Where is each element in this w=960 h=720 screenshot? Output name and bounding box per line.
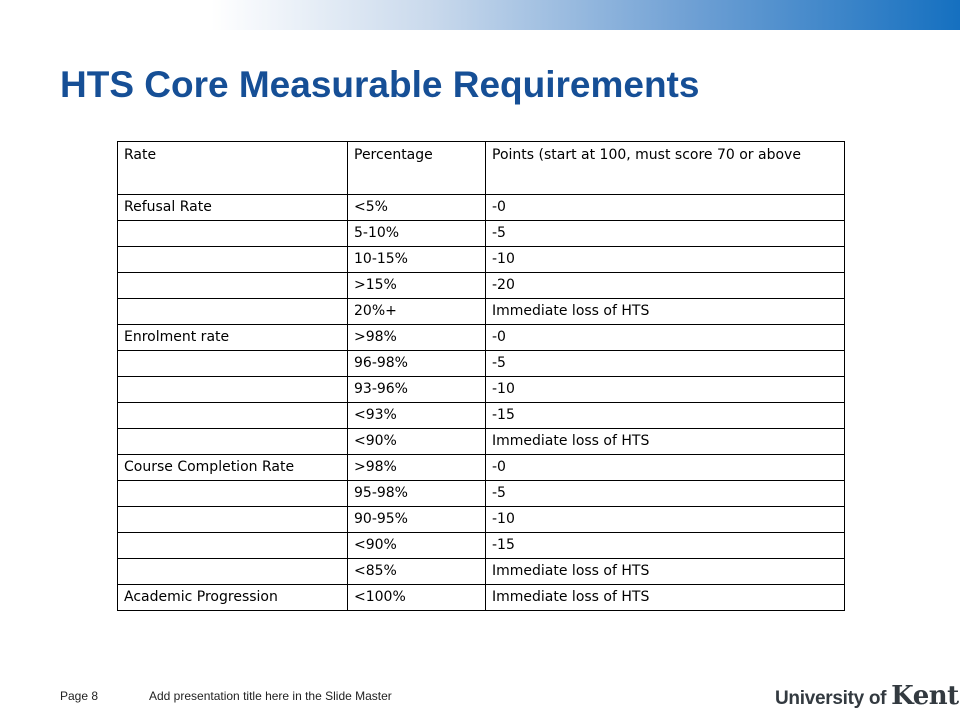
percentage-cell: <100% [347, 584, 486, 611]
points-cell: -20 [485, 272, 845, 299]
percentage-cell: <85% [347, 558, 486, 585]
points-cell: -5 [485, 350, 845, 377]
table-row: 5-10% -5 [117, 220, 845, 247]
percentage-cell: 5-10% [347, 220, 486, 247]
rate-cell [117, 272, 348, 299]
table-row: Enrolment rate >98% -0 [117, 324, 845, 351]
points-cell: Immediate loss of HTS [485, 584, 845, 611]
table-row: <90% -15 [117, 532, 845, 559]
percentage-cell: 10-15% [347, 246, 486, 273]
table-row: 10-15% -10 [117, 246, 845, 273]
table-row: Course Completion Rate >98% -0 [117, 454, 845, 481]
table-row: 90-95% -10 [117, 506, 845, 533]
university-of-kent-logo: University of Kent [775, 681, 959, 711]
rate-cell [117, 558, 348, 585]
presentation-title-footer: Add presentation title here in the Slide… [149, 689, 392, 703]
percentage-cell: 93-96% [347, 376, 486, 403]
logo-prefix: University of [775, 688, 892, 709]
points-cell: -15 [485, 402, 845, 429]
points-cell: -10 [485, 376, 845, 403]
rate-cell [117, 298, 348, 325]
rate-cell [117, 220, 348, 247]
table-row: <85% Immediate loss of HTS [117, 558, 845, 585]
logo-name: Kent [891, 681, 959, 711]
rate-cell [117, 402, 348, 429]
points-cell: -5 [485, 480, 845, 507]
table-row: 20%+ Immediate loss of HTS [117, 298, 845, 325]
rate-cell [117, 506, 348, 533]
rate-cell [117, 376, 348, 403]
header-gradient-bar [0, 0, 960, 30]
percentage-cell: 96-98% [347, 350, 486, 377]
percentage-cell: 95-98% [347, 480, 486, 507]
percentage-cell: <90% [347, 428, 486, 455]
percentage-cell: <90% [347, 532, 486, 559]
points-cell: Immediate loss of HTS [485, 298, 845, 325]
table-row: 96-98% -5 [117, 350, 845, 377]
header-rate: Rate [117, 141, 348, 195]
rate-cell: Enrolment rate [117, 324, 348, 351]
table-row: 95-98% -5 [117, 480, 845, 507]
points-cell: Immediate loss of HTS [485, 558, 845, 585]
header-percentage: Percentage [347, 141, 486, 195]
rate-cell [117, 350, 348, 377]
points-cell: -0 [485, 324, 845, 351]
requirements-table: Rate Percentage Points (start at 100, mu… [117, 141, 845, 611]
points-cell: -0 [485, 454, 845, 481]
percentage-cell: >15% [347, 272, 486, 299]
rate-cell: Academic Progression [117, 584, 348, 611]
table-row: Refusal Rate <5% -0 [117, 194, 845, 221]
header-points: Points (start at 100, must score 70 or a… [485, 141, 845, 195]
percentage-cell: 90-95% [347, 506, 486, 533]
requirements-table-body: Rate Percentage Points (start at 100, mu… [117, 141, 845, 611]
page-number: Page 8 [60, 689, 99, 703]
rate-cell: Refusal Rate [117, 194, 348, 221]
rate-cell [117, 480, 348, 507]
points-cell: -5 [485, 220, 845, 247]
table-row: <90% Immediate loss of HTS [117, 428, 845, 455]
points-cell: -10 [485, 246, 845, 273]
percentage-cell: >98% [347, 324, 486, 351]
rate-cell [117, 532, 348, 559]
percentage-cell: <93% [347, 402, 486, 429]
rate-cell: Course Completion Rate [117, 454, 348, 481]
points-cell: -10 [485, 506, 845, 533]
table-row: >15% -20 [117, 272, 845, 299]
points-cell: -15 [485, 532, 845, 559]
points-cell: Immediate loss of HTS [485, 428, 845, 455]
percentage-cell: 20%+ [347, 298, 486, 325]
percentage-cell: >98% [347, 454, 486, 481]
table-row: <93% -15 [117, 402, 845, 429]
rate-cell [117, 428, 348, 455]
table-row: Academic Progression <100% Immediate loss … [117, 584, 845, 611]
points-cell: -0 [485, 194, 845, 221]
table-row: 93-96% -10 [117, 376, 845, 403]
slide-title: HTS Core Measurable Requirements [60, 64, 700, 105]
rate-cell [117, 246, 348, 273]
table-header-row: Rate Percentage Points (start at 100, mu… [117, 141, 845, 195]
percentage-cell: <5% [347, 194, 486, 221]
